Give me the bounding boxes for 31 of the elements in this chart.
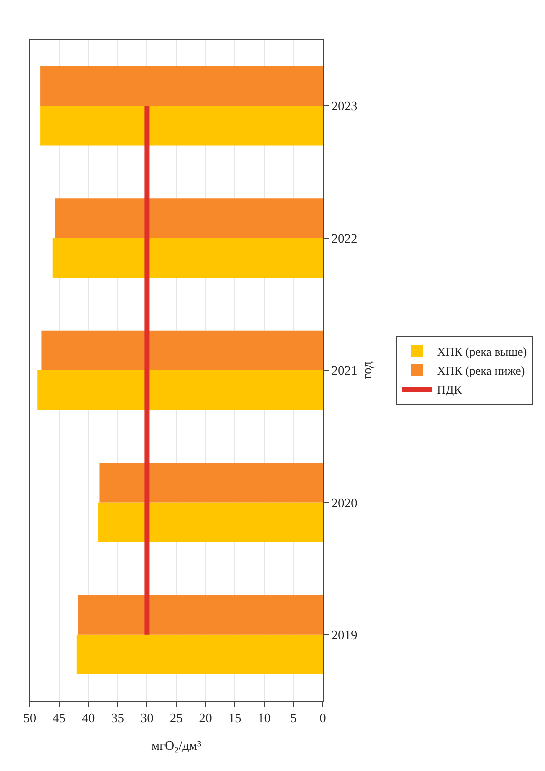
bar xyxy=(40,66,323,106)
x-tick-label: 0 xyxy=(320,710,326,726)
y-tick-label: 2019 xyxy=(332,627,358,642)
bar xyxy=(42,330,323,370)
bar xyxy=(38,370,323,410)
x-tick-label: 15 xyxy=(228,710,242,726)
bar xyxy=(55,198,323,238)
x-tick-label: 5 xyxy=(290,710,297,726)
legend-label: ХПК (река выше) xyxy=(437,345,528,360)
x-tick-label: 45 xyxy=(52,710,66,726)
y-tick-label: 2021 xyxy=(332,363,358,378)
x-tick-label: 35 xyxy=(111,710,124,726)
x-tick-label: 50 xyxy=(24,710,36,726)
x-axis-title: мгO₂/дм³ xyxy=(152,738,202,753)
legend-label: ХПК (река ниже) xyxy=(437,364,526,378)
bar xyxy=(78,595,323,635)
legend-label: ПДК xyxy=(437,383,464,398)
x-tick-label: 20 xyxy=(199,710,212,726)
x-tick-label: 10 xyxy=(258,710,271,726)
bar xyxy=(52,238,323,278)
bar xyxy=(100,463,323,503)
y-tick-label: 2020 xyxy=(332,495,358,510)
x-tick-label: 25 xyxy=(170,710,183,726)
bar xyxy=(40,106,323,146)
bar xyxy=(76,634,323,675)
y-axis-title: год xyxy=(360,361,375,380)
bar xyxy=(98,502,323,542)
y-tick-label: 2023 xyxy=(332,98,358,114)
y-tick-label: 2022 xyxy=(332,230,358,246)
x-tick-label: 40 xyxy=(82,710,96,726)
x-tick-label: 30 xyxy=(140,710,154,726)
